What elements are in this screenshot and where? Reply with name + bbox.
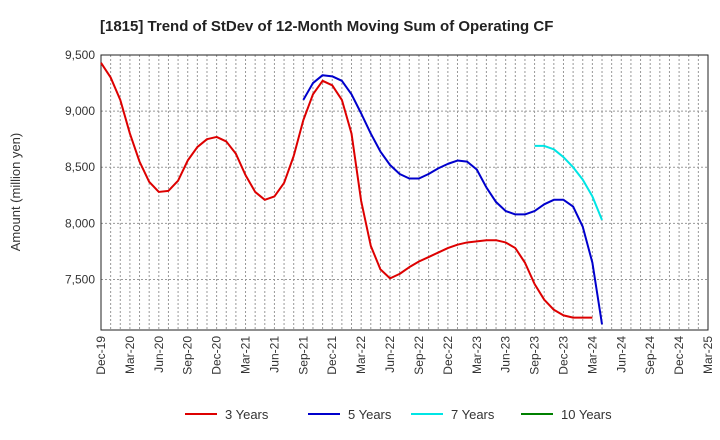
x-tick-label: Dec-24 (672, 336, 686, 375)
x-tick-label: Dec-22 (441, 336, 455, 375)
x-tick-label: Mar-24 (585, 336, 599, 374)
x-tick-label: Dec-20 (210, 336, 224, 375)
legend-label: 10 Years (561, 407, 612, 422)
y-tick-label: 7,500 (65, 272, 95, 286)
plot-frame (100, 54, 709, 331)
y-tick-label: 8,000 (65, 216, 95, 230)
x-tick-label: Dec-21 (325, 336, 339, 375)
x-tick-label: Sep-20 (181, 336, 195, 375)
x-tick-label: Jun-23 (499, 336, 513, 373)
x-tick-label: Sep-21 (296, 336, 310, 375)
y-tick-label: 9,500 (65, 48, 95, 62)
series-line-7-years (534, 144, 603, 221)
y-tick-label: 9,000 (65, 104, 95, 118)
x-tick-label: Jun-21 (267, 336, 281, 373)
x-tick-label: Jun-24 (614, 336, 628, 373)
legend-label: 3 Years (225, 407, 269, 422)
y-axis-label: Amount (million yen) (8, 133, 23, 252)
x-tick-label: Mar-25 (701, 336, 715, 374)
x-tick-label: Mar-20 (123, 336, 137, 374)
x-tick-label: Sep-22 (412, 336, 426, 375)
grid (100, 54, 709, 330)
series-line-3-years (100, 62, 593, 319)
y-axis-ticks: 7,500 8,000 8,500 9,000 9,500 (65, 48, 95, 286)
chart-title: [1815] Trend of StDev of 12-Month Moving… (100, 18, 553, 35)
x-tick-label: Mar-23 (470, 336, 484, 374)
x-tick-label: Mar-22 (354, 336, 368, 374)
legend-label: 7 Years (451, 407, 495, 422)
series-layer (100, 62, 604, 325)
x-tick-label: Dec-23 (556, 336, 570, 375)
x-tick-label: Jun-20 (152, 336, 166, 373)
legend: 3 Years 5 Years 7 Years 10 Years (185, 407, 612, 422)
y-tick-label: 8,500 (65, 160, 95, 174)
x-tick-label: Mar-21 (239, 336, 253, 374)
legend-label: 5 Years (348, 407, 392, 422)
x-tick-label: Sep-24 (643, 336, 657, 375)
x-tick-label: Jun-22 (383, 336, 397, 373)
x-tick-label: Sep-23 (528, 336, 542, 375)
x-tick-label: Dec-19 (94, 336, 108, 375)
series-line-5-years (302, 74, 604, 325)
x-axis-ticks: Dec-19 Mar-20 Jun-20 Sep-20 Dec-20 Mar-21 Jun-… (94, 336, 715, 375)
